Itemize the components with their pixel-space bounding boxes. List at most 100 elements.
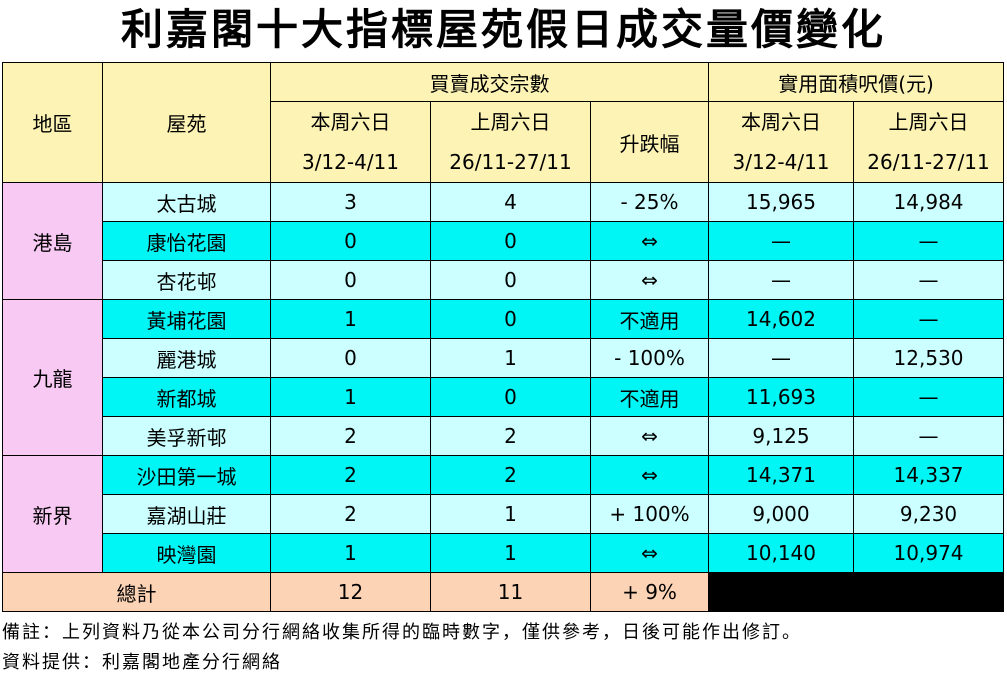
value-cell: 0 [430, 260, 591, 300]
value-cell: 1 [430, 494, 591, 534]
value-cell: - 100% [589, 338, 710, 378]
value-cell: 0 [270, 221, 431, 261]
estate-cell: 嘉湖山莊 [102, 494, 271, 534]
data-row: 美孚新邨 2 2 ⇔ 9,125— [3, 416, 1005, 456]
value-cell: 0 [430, 377, 591, 417]
value-cell: 4 [430, 182, 591, 222]
header-text: 上周六日 [470, 110, 551, 134]
data-row: 新界 沙田第一城 2 2 ⇔ 14,371 14,337 [2, 455, 1005, 573]
data-row: 九龍 黃埔花園 1 0 不適用 14,602— [2, 299, 1005, 456]
value-cell: 15,965 [708, 182, 855, 222]
value-cell: 1 [430, 533, 591, 573]
value-cell: 0 [430, 299, 591, 339]
estate-cell: 黃埔花園 [102, 299, 271, 339]
header-cell: 升跌幅 [589, 101, 710, 183]
header-cell: 實用面積呎價(元) [708, 62, 1005, 102]
total-row: 總計 12 11 + 9% [2, 572, 1005, 612]
header-cell: 屋苑 [102, 62, 271, 183]
value-cell: ⇔ [589, 221, 710, 261]
notes: 備註：上列資料乃從本公司分行網絡收集所得的臨時數字，僅供參考，日後可能作出修訂。… [2, 618, 802, 678]
value-cell: 3 [270, 182, 431, 222]
header-text: 26/11-27/11 [449, 150, 572, 174]
value-cell: ⇔ [589, 455, 710, 495]
value-cell: — [708, 338, 855, 378]
table-body: 地區 屋苑 買賣成交宗數 實用面積呎價(元) 本周六日 3/12-4/11 上周六… [2, 62, 1005, 612]
value-cell: 9,000 [708, 494, 855, 534]
data-row: 新都城 1 0 不適用 11,693— [3, 377, 1005, 417]
value-cell: 1 [270, 533, 431, 573]
value-cell: 1 [270, 377, 431, 417]
header-cell: 本周六日 3/12-4/11 [270, 101, 431, 183]
header-text: 3/12-4/11 [732, 150, 830, 174]
value-cell: 14,337 [853, 455, 1005, 495]
value-cell: 1 [430, 338, 591, 378]
total-value: 12 [270, 572, 431, 612]
header-cell: 地區 [2, 62, 103, 183]
value-cell: 14,371 [708, 455, 855, 495]
data-row: 杏花邨 0 0 ⇔ — — [3, 260, 1005, 300]
estate-cell: 美孚新邨 [102, 416, 271, 456]
header-text: 上周六日 [888, 110, 969, 134]
header-cell: 買賣成交宗數 [269, 62, 710, 102]
note: 資料提供：利嘉閣地產分行網絡 [2, 652, 282, 673]
header-cell: 上周六日 26/11-27/11 [853, 101, 1005, 183]
value-cell: 9,230 [853, 494, 1005, 534]
value-cell: — [708, 221, 855, 261]
value-cell: 0 [270, 260, 431, 300]
data-row: 港島 太古城 3 4- 25% 15,965 14,984 [2, 182, 1005, 300]
region-cell: 新界 [2, 455, 103, 573]
estate-cell: 杏花邨 [102, 260, 271, 300]
value-cell: 14,984 [853, 182, 1005, 222]
total-value: 11 [430, 572, 591, 612]
value-cell: — [853, 377, 1005, 417]
data-row: 康怡花園 0 0 ⇔ — — [3, 221, 1005, 261]
blank-cell [708, 572, 1005, 612]
title: 利嘉閣十大指標屋苑假日成交量價變化 [120, 5, 886, 54]
data-row: 麗港城 0 1- 100% —12,530 [3, 338, 1005, 378]
region-cell: 九龍 [2, 299, 103, 456]
value-cell: 不適用 [589, 299, 710, 339]
header-text: 本周六日 [310, 110, 391, 134]
value-cell: — [708, 260, 855, 300]
header-text: 3/12-4/11 [301, 150, 400, 174]
value-cell: + 100% [589, 494, 710, 534]
value-cell: 10,140 [708, 533, 855, 573]
header-row: 本周六日 3/12-4/11 上周六日 26/11-27/11 升跌幅 本周六日 3/… [3, 101, 1005, 183]
value-cell: 2 [430, 416, 591, 456]
total-value: + 9% [589, 572, 710, 612]
value-cell: 2 [430, 455, 591, 495]
value-cell: 12,530 [853, 338, 1005, 378]
value-cell: — [853, 416, 1005, 456]
estate-cell: 映灣園 [102, 533, 271, 573]
value-cell: 2 [270, 455, 431, 495]
estate-cell: 麗港城 [102, 338, 271, 378]
value-cell: — [853, 299, 1005, 339]
data-row: 映灣園 1 1 ⇔ 10,140 10,974 [3, 533, 1005, 573]
value-cell: 9,125 [708, 416, 855, 456]
header-cell: 上周六日 26/11-27/11 [430, 101, 591, 183]
value-cell: 不適用 [589, 377, 710, 417]
estate-cell: 太古城 [102, 182, 271, 222]
total-label: 總計 [2, 572, 271, 612]
value-cell: 11,693 [708, 377, 855, 417]
value-cell: - 25% [589, 182, 710, 222]
header-row: 地區 屋苑 買賣成交宗數 實用面積呎價(元) [2, 62, 1005, 183]
estate-cell: 新都城 [102, 377, 271, 417]
value-cell: ⇔ [589, 260, 710, 300]
value-cell: 0 [270, 338, 431, 378]
value-cell: 1 [270, 299, 431, 339]
value-cell: 2 [270, 494, 431, 534]
header-text: 26/11-27/11 [867, 150, 990, 174]
value-cell: ⇔ [589, 416, 710, 456]
value-cell: — [853, 260, 1005, 300]
header-text: 本周六日 [741, 110, 822, 134]
value-cell: — [853, 221, 1005, 261]
estate-cell: 沙田第一城 [102, 455, 271, 495]
value-cell: 0 [430, 221, 591, 261]
value-cell: 10,974 [853, 533, 1005, 573]
data-row: 嘉湖山莊 2 1 + 100% 9,000 9,230 [3, 494, 1005, 534]
region-cell: 港島 [2, 182, 103, 300]
data-table: 地區 屋苑 買賣成交宗數 實用面積呎價(元) 本周六日 3/12-4/11 上周六… [2, 62, 1005, 612]
note: 備註：上列資料乃從本公司分行網絡收集所得的臨時數字，僅供參考，日後可能作出修訂。 [2, 622, 802, 643]
